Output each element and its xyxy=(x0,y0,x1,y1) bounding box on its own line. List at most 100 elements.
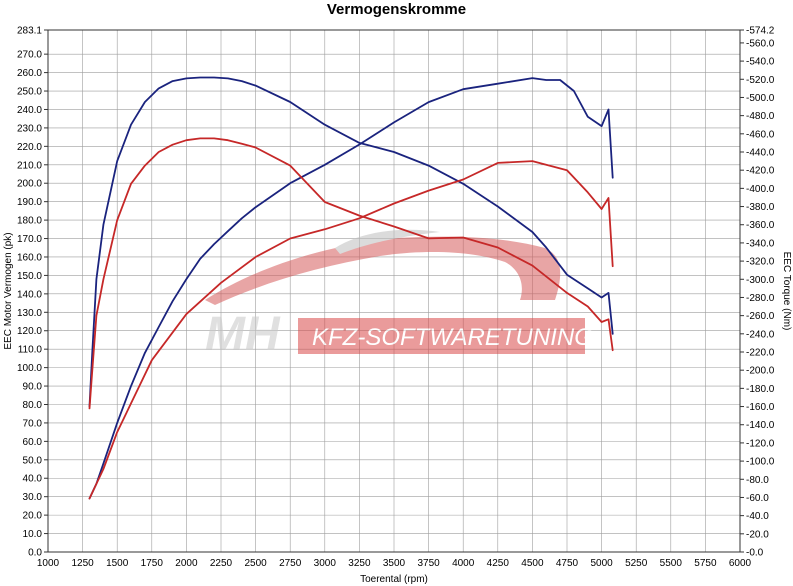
y-right-tick-label: -520.0 xyxy=(746,75,775,86)
y-left-tick-labels: 0.0 10.0 20.0 30.0 40.0 50.0 60.0 70.0 80.0 90.0 1… xyxy=(17,26,48,559)
y-right-tick-label: -360.0 xyxy=(746,220,775,231)
y-right-tick-label: -540.0 xyxy=(746,57,775,68)
blue-torque-curve xyxy=(88,76,614,408)
series-group xyxy=(88,76,614,500)
x-tick-label: 5500 xyxy=(660,558,683,569)
watermark-car-roof xyxy=(335,229,440,254)
y-right-tick-label: -480.0 xyxy=(746,111,775,122)
y-left-tick-label: 120.0 xyxy=(17,326,42,337)
y-right-tick-label: -500.0 xyxy=(746,93,775,104)
x-tick-label: 4500 xyxy=(521,558,544,569)
x-tick-label: 2250 xyxy=(210,558,233,569)
y-right-tick-label: -140.0 xyxy=(746,420,775,431)
y-right-tick-label: -440.0 xyxy=(746,148,775,159)
y-right-tick-label: -340.0 xyxy=(746,238,775,249)
x-axis-label: Toerental (rpm) xyxy=(360,574,428,585)
watermark-brand-name: KFZ-SOFTWARETUNING xyxy=(312,324,593,351)
red-power-curve xyxy=(88,160,614,500)
y-left-tick-label: 220.0 xyxy=(17,142,42,153)
y-left-tick-label: 20.0 xyxy=(23,511,43,522)
y-right-tick-label: -280.0 xyxy=(746,293,775,304)
y-right-tick-label: -300.0 xyxy=(746,275,775,286)
y-right-tick-label: -380.0 xyxy=(746,202,775,213)
x-tick-label: 3500 xyxy=(383,558,406,569)
x-tick-label: 5750 xyxy=(694,558,717,569)
y-right-tick-label: -320.0 xyxy=(746,257,775,268)
y-right-tick-label: -120.0 xyxy=(746,438,775,449)
x-tick-label: 2500 xyxy=(244,558,267,569)
y-right-tick-label: -260.0 xyxy=(746,311,775,322)
y-right-tick-label: -420.0 xyxy=(746,166,775,177)
y-left-tick-label: 270.0 xyxy=(17,50,42,61)
y-axis-label-left: EEC Motor Vermogen (pk) xyxy=(3,232,14,349)
y-right-tick-label: -574.2 xyxy=(746,26,775,37)
blue-power-curve xyxy=(88,77,614,500)
y-right-tick-label: -100.0 xyxy=(746,457,775,468)
y-right-tick-label: -200.0 xyxy=(746,366,775,377)
watermark-brand-mh: MH xyxy=(205,308,281,361)
y-right-tick-label: -0.0 xyxy=(746,548,764,559)
red-torque-curve xyxy=(88,137,614,410)
y-left-tick-label: 90.0 xyxy=(23,382,43,393)
y-left-tick-label: 110.0 xyxy=(18,345,43,356)
y-left-tick-label: 230.0 xyxy=(17,123,42,134)
y-left-tick-label: 170.0 xyxy=(17,234,42,245)
y-left-tick-label: 190.0 xyxy=(17,197,42,208)
watermark-car-swoosh xyxy=(205,236,561,305)
y-left-tick-label: 250.0 xyxy=(17,87,42,98)
x-tick-label: 1250 xyxy=(71,558,94,569)
y-left-tick-label: 150.0 xyxy=(17,271,42,282)
y-left-tick-label: 180.0 xyxy=(17,216,42,227)
y-right-tick-label: -180.0 xyxy=(746,384,775,395)
y-left-tick-label: 140.0 xyxy=(17,289,42,300)
x-tick-labels: 1000 1250 1500 1750 2000 2250 2500 2750 3000 3250… xyxy=(37,558,752,569)
y-axis-label-right: EEC Torque (Nm) xyxy=(781,252,792,331)
y-right-tick-labels: -0.0 -20.0 -40.0 -60.0 -80.0 -100.0 -120.0 -140… xyxy=(740,26,775,559)
x-tick-label: 3250 xyxy=(348,558,371,569)
plot-frame xyxy=(47,29,741,553)
y-left-tick-label: 40.0 xyxy=(23,474,43,485)
x-tick-label: 3750 xyxy=(417,558,440,569)
y-left-tick-label: 80.0 xyxy=(23,400,43,411)
y-right-tick-label: -80.0 xyxy=(746,475,769,486)
x-tick-label: 2750 xyxy=(279,558,302,569)
y-left-tick-label: 130.0 xyxy=(17,308,42,319)
y-left-tick-label: 200.0 xyxy=(17,179,42,190)
watermark-logo: MH KFZ-SOFTWARETUNING xyxy=(205,229,593,361)
y-left-tick-label: 10.0 xyxy=(23,529,43,540)
y-left-tick-label: 260.0 xyxy=(17,68,42,79)
y-right-tick-label: -160.0 xyxy=(746,402,775,413)
x-tick-label: 4000 xyxy=(452,558,475,569)
x-tick-label: 4750 xyxy=(556,558,579,569)
y-left-tick-label: 240.0 xyxy=(17,105,42,116)
x-tick-label: 2000 xyxy=(175,558,198,569)
x-tick-label: 1750 xyxy=(141,558,164,569)
y-left-tick-label: 30.0 xyxy=(23,492,43,503)
y-right-tick-label: -220.0 xyxy=(746,348,775,359)
y-right-tick-label: -40.0 xyxy=(746,511,769,522)
x-tick-label: 5250 xyxy=(625,558,648,569)
y-left-tick-label: 210.0 xyxy=(17,160,42,171)
y-right-tick-label: -460.0 xyxy=(746,129,775,140)
x-tick-label: 3000 xyxy=(314,558,337,569)
x-tick-label: 4250 xyxy=(487,558,510,569)
y-right-tick-label: -20.0 xyxy=(746,529,769,540)
watermark-banner xyxy=(298,318,585,354)
y-right-tick-label: -560.0 xyxy=(746,38,775,49)
y-left-tick-label: 70.0 xyxy=(23,418,43,429)
x-tick-label: 1000 xyxy=(37,558,60,569)
y-right-tick-label: -400.0 xyxy=(746,184,775,195)
x-tick-label: 6000 xyxy=(729,558,752,569)
y-left-tick-label: 160.0 xyxy=(17,252,42,263)
y-left-tick-label: 60.0 xyxy=(23,437,43,448)
y-left-tick-label: 283.1 xyxy=(17,26,42,37)
x-tick-label: 1500 xyxy=(106,558,129,569)
y-left-tick-label: 50.0 xyxy=(23,455,43,466)
y-left-tick-label: 100.0 xyxy=(17,363,42,374)
y-left-tick-label: 0.0 xyxy=(28,548,42,559)
chart-title: Vermogenskromme xyxy=(326,1,467,18)
y-right-tick-label: -60.0 xyxy=(746,493,769,504)
y-right-tick-label: -240.0 xyxy=(746,329,775,340)
x-tick-label: 5000 xyxy=(590,558,613,569)
